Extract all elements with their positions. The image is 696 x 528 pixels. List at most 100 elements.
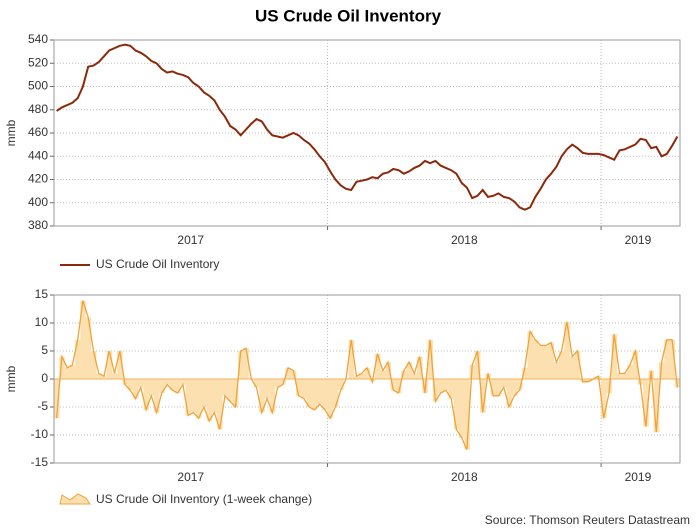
- y-tick-label: 400: [28, 195, 48, 209]
- series-line: [55, 300, 679, 450]
- area-bar: [269, 379, 276, 413]
- area-bar: [527, 331, 534, 379]
- area-bar: [448, 379, 455, 399]
- area-bar: [553, 362, 560, 379]
- area-bar: [511, 379, 518, 396]
- area-bar: [117, 351, 123, 379]
- area-bar: [490, 379, 497, 396]
- area-bar: [459, 379, 465, 438]
- area-bar: [574, 351, 581, 379]
- x-tick-label: 2017: [177, 470, 204, 484]
- area-bar: [516, 379, 523, 391]
- area-bar: [406, 362, 413, 379]
- x-tick-label: 2017: [177, 233, 204, 247]
- area-bar: [364, 367, 370, 379]
- area-bar: [564, 321, 570, 379]
- y-tick-label: 480: [28, 102, 48, 116]
- area-bar: [96, 373, 102, 379]
- area-bar: [443, 379, 449, 391]
- area-bar: [185, 379, 192, 416]
- area-bar: [169, 379, 176, 391]
- y-tick-label: 420: [28, 172, 48, 186]
- area-bar: [238, 351, 244, 379]
- area-bar: [196, 379, 202, 419]
- area-bar: [611, 334, 618, 379]
- area-bar: [148, 379, 155, 396]
- area-bar: [64, 367, 71, 379]
- area-bar: [285, 367, 292, 379]
- area-bar: [201, 379, 207, 407]
- area-bar: [159, 379, 165, 393]
- area-bar: [401, 370, 407, 379]
- area-bar: [253, 379, 260, 388]
- area-bar: [180, 379, 186, 385]
- area-bar: [438, 379, 444, 393]
- area-bar: [264, 379, 270, 399]
- y-axis-label: mmb: [4, 365, 18, 392]
- area-bar: [385, 362, 391, 379]
- area-bar: [106, 351, 113, 379]
- area-bar: [295, 379, 302, 396]
- y-tick-label: -10: [31, 427, 49, 441]
- area-bar: [501, 379, 507, 388]
- series-line: [56, 43, 679, 211]
- area-bar: [669, 339, 676, 379]
- area-bar: [211, 379, 218, 413]
- area-bar: [664, 339, 670, 379]
- area-bar: [127, 379, 134, 391]
- area-bar: [627, 365, 633, 379]
- area-bar: [111, 373, 118, 379]
- area-bar: [643, 379, 649, 427]
- area-bar: [327, 379, 334, 419]
- area-bar: [359, 373, 365, 379]
- area-bar: [69, 365, 76, 379]
- area-bar: [274, 379, 281, 388]
- area-bar: [138, 379, 144, 388]
- area-bar: [143, 379, 149, 410]
- area-bar: [537, 345, 544, 379]
- area-bar: [543, 345, 549, 379]
- area-bar: [474, 351, 481, 379]
- y-tick-label: 500: [28, 79, 48, 93]
- chart-title: US Crude Oil Inventory: [255, 6, 442, 25]
- y-tick-label: 440: [28, 148, 48, 162]
- area-bar: [132, 379, 139, 399]
- area-bar: [390, 379, 397, 391]
- area-bar: [616, 373, 623, 379]
- area-bar: [548, 342, 555, 379]
- x-tick-label: 2019: [625, 470, 652, 484]
- area-bar: [243, 348, 249, 379]
- plot-frame: [53, 39, 681, 227]
- area-bar: [306, 379, 313, 407]
- area-bar: [164, 379, 171, 385]
- x-tick-label: 2019: [625, 233, 652, 247]
- area-bar: [227, 379, 234, 402]
- area-bar: [495, 379, 502, 396]
- y-tick-label: 15: [35, 287, 49, 301]
- area-bar: [427, 339, 434, 379]
- area-bar: [506, 379, 512, 407]
- area-bar: [332, 379, 339, 407]
- area-bar: [206, 379, 213, 421]
- area-bar: [559, 351, 565, 379]
- area-bar: [153, 379, 160, 413]
- y-tick-label: -15: [31, 455, 49, 469]
- y-tick-label: 540: [28, 32, 48, 46]
- area-bar: [259, 379, 265, 413]
- legend-label: US Crude Oil Inventory (1-week change): [96, 492, 312, 506]
- area-bar: [601, 379, 607, 419]
- area-bar: [380, 370, 386, 379]
- area-bar: [395, 379, 402, 393]
- area-bar: [653, 379, 660, 433]
- area-bar: [464, 379, 470, 450]
- area-bar: [585, 379, 591, 382]
- area-bar: [532, 339, 539, 379]
- area-bar: [622, 373, 628, 379]
- area-bar: [353, 376, 360, 379]
- y-tick-label: 460: [28, 125, 48, 139]
- y-tick-label: 380: [28, 218, 48, 232]
- area-bar: [54, 379, 60, 419]
- area-bar: [190, 379, 197, 413]
- area-bar: [90, 351, 97, 379]
